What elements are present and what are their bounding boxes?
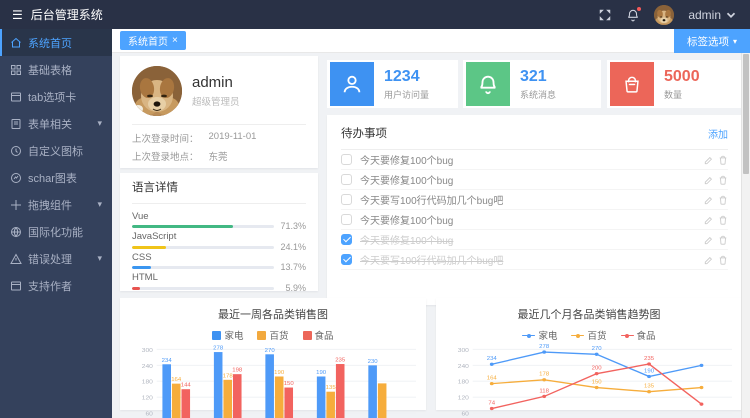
svg-text:270: 270	[592, 346, 602, 352]
svg-text:300: 300	[142, 347, 154, 354]
svg-text:190: 190	[644, 369, 654, 375]
svg-text:235: 235	[335, 358, 345, 364]
svg-text:300: 300	[458, 347, 470, 354]
svg-text:150: 150	[592, 380, 602, 386]
svg-text:200: 200	[592, 366, 602, 372]
svg-text:178: 178	[223, 374, 233, 380]
svg-text:190: 190	[316, 370, 326, 376]
svg-text:60: 60	[461, 411, 469, 418]
svg-text:150: 150	[284, 381, 294, 387]
svg-text:270: 270	[265, 348, 275, 354]
svg-text:230: 230	[368, 359, 378, 365]
svg-text:180: 180	[458, 379, 470, 386]
svg-text:278: 278	[539, 344, 549, 350]
svg-text:135: 135	[326, 385, 336, 391]
svg-text:180: 180	[142, 379, 154, 386]
svg-text:240: 240	[142, 363, 154, 370]
svg-text:198: 198	[232, 368, 242, 374]
svg-text:60: 60	[145, 411, 153, 418]
svg-text:144: 144	[181, 383, 191, 389]
svg-text:240: 240	[458, 363, 470, 370]
svg-text:234: 234	[487, 356, 497, 362]
svg-text:235: 235	[644, 356, 654, 362]
svg-text:120: 120	[458, 395, 470, 402]
svg-text:164: 164	[487, 376, 497, 382]
svg-text:278: 278	[213, 346, 223, 352]
svg-text:164: 164	[171, 377, 181, 383]
svg-text:178: 178	[539, 372, 549, 378]
svg-text:74: 74	[488, 401, 495, 407]
svg-text:190: 190	[274, 370, 284, 376]
svg-text:120: 120	[142, 395, 154, 402]
svg-text:234: 234	[162, 358, 172, 364]
svg-text:118: 118	[539, 389, 549, 395]
svg-text:135: 135	[644, 384, 654, 390]
